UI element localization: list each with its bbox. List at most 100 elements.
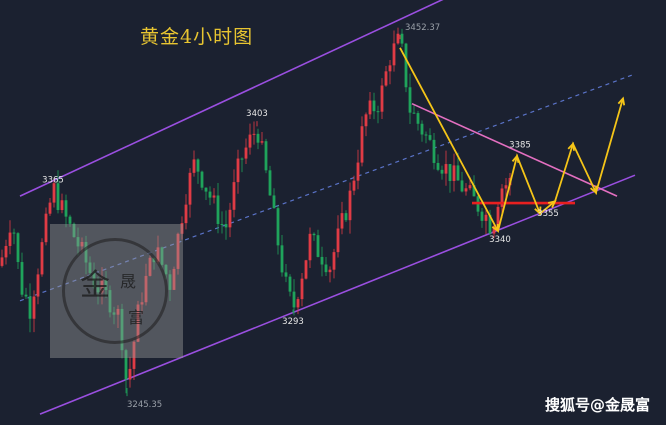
candle-body [412,112,416,114]
watermark-ring [62,238,168,344]
candle-body [44,213,48,243]
candle-body [232,182,236,210]
candle-body [188,172,192,205]
candle-body [220,223,224,225]
candle-body [312,233,316,236]
candle-body [456,165,460,181]
candle-body [372,100,376,112]
candle-body [128,368,132,380]
candle-body [252,133,256,135]
candle-body [396,33,400,44]
candle-body [248,134,252,148]
candle-body [208,191,212,198]
forecast-arrowhead [617,96,626,106]
channel-lower-line [39,174,636,415]
candle-body [488,214,492,234]
candle-body [192,159,196,173]
candle-body [196,159,200,172]
candle-body [336,228,340,253]
forecast-arrowhead [534,206,542,216]
watermark-char-main: 金 [80,268,110,303]
candle-body [276,208,280,246]
candle-body [256,133,260,143]
candle-body [124,350,128,380]
candle-body [364,114,368,127]
candle-body [212,195,216,198]
forecast-arrowhead [567,141,575,151]
candle-body [352,180,356,191]
candle-body [380,85,384,112]
candle-body [496,206,500,227]
price-label: 3365 [42,175,64,185]
watermark-char-2: 晟 [120,272,137,291]
candle-body [160,247,164,265]
candle-body [348,190,352,221]
price-label: 3340 [489,235,511,245]
candle-body [272,195,276,209]
candle-body [480,211,484,221]
candle-body [416,113,420,124]
credit-text: 搜狐号@金晟富 [544,396,650,414]
candle-body [436,162,440,170]
candle-body [244,147,248,159]
candle-body [228,209,232,228]
candle-body [16,233,20,263]
candle-body [76,237,80,247]
candle-body [400,33,404,44]
candle-body [240,158,244,160]
price-label: 3385 [509,141,531,151]
chart-title: 黄金4小时图 [140,26,254,48]
candle-body [320,256,324,265]
candle-body [40,242,44,275]
price-label: 3452.37 [405,23,440,33]
candle-body [8,232,12,246]
candle-body [404,43,408,88]
candle-body [176,233,180,269]
candle-body [388,65,392,72]
channel-mid-line [19,73,636,302]
candle-body [316,235,320,257]
candle-body [308,233,312,261]
candle-body [184,204,188,224]
candle-body [356,162,360,181]
candle-body [80,241,84,247]
candle-body [452,165,456,181]
candle-body [204,187,208,192]
candle-body [360,126,364,163]
candle-body [368,100,372,115]
channel-upper-line [19,0,444,197]
candle-body [444,164,448,174]
candle-body [164,264,168,275]
price-label: 3403 [246,109,268,119]
candle-body [28,296,32,319]
candle-body [4,245,8,258]
candle-body [392,43,396,66]
candle-body [376,111,380,113]
candle-body [236,158,240,183]
candle-body [288,276,292,292]
candle-body [48,202,52,214]
candle-body [428,135,432,140]
candle-body [344,213,348,221]
candle-body [468,185,472,189]
candle-body [504,185,508,189]
forecast-arrowhead [547,200,557,209]
candle-body [24,294,28,297]
candle-body [492,226,496,234]
forecast-down-arrow [399,47,499,232]
candle-body [420,123,424,135]
candle-body [340,213,344,229]
candle-body [432,139,436,163]
candle-body [324,264,328,273]
candle-body [460,180,464,192]
candle-body [36,274,40,297]
candle-body [328,269,332,273]
resistance-line [411,102,618,197]
forecast-arrowhead [511,153,520,164]
candle-body [448,164,452,181]
candle-body [484,214,488,221]
candle-body [156,247,160,263]
candle-body [68,216,72,224]
candle-body [32,296,36,319]
candle-body [20,262,24,295]
